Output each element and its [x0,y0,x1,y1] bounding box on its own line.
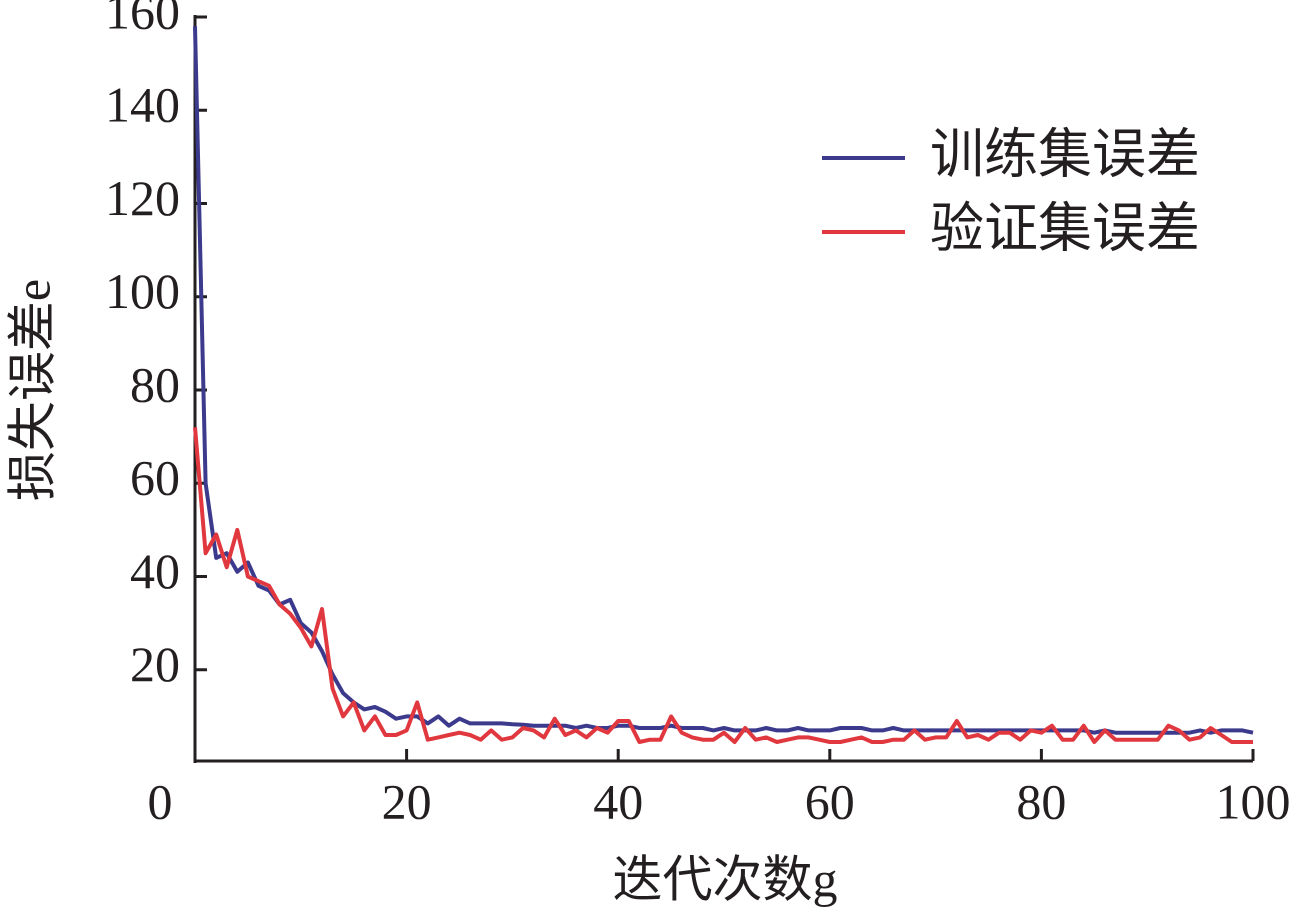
x-axis-label: 迭代次数g [613,851,838,907]
y-tick-label: 100 [105,263,180,319]
y-tick-label: 160 [105,0,180,39]
legend-label: 验证集误差 [930,198,1200,258]
y-tick-label: 120 [105,170,180,226]
y-tick-label: 80 [130,356,180,412]
y-tick-label: 40 [130,543,180,599]
x-tick-label: 60 [805,773,855,829]
series-line [193,26,1254,735]
y-axis-label: 损失误差e [4,279,60,501]
x-tick-label: 80 [1016,773,1066,829]
series-line [193,427,1253,744]
y-tick-label: 60 [130,450,180,506]
legend-label: 训练集误差 [930,124,1200,184]
x-tick-label: 100 [1216,773,1291,829]
y-tick-label: 140 [105,77,180,133]
y-tick-label: 20 [130,636,180,692]
x-tick-label: 40 [593,773,643,829]
x-tick-label: 0 [148,773,173,829]
x-tick-label: 20 [382,773,432,829]
